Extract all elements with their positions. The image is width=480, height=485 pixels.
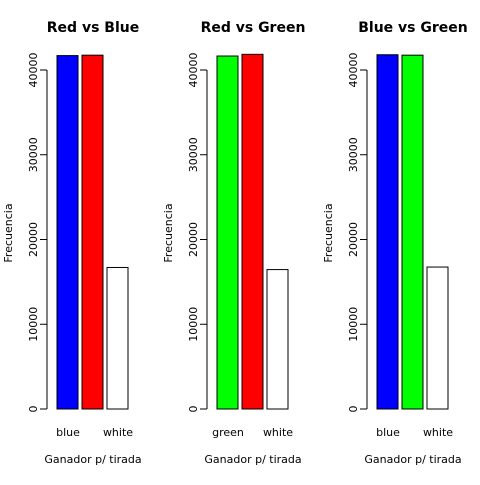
y-axis-label: Frecuencia (2, 203, 15, 262)
x-axis-label: Ganador p/ tirada (364, 453, 461, 466)
x-tick-label-white: white (263, 426, 293, 439)
y-tick-label: 40000 (27, 53, 40, 88)
bar-red (241, 53, 264, 410)
x-axis-label: Ganador p/ tirada (204, 453, 301, 466)
y-tick-label: 0 (347, 406, 360, 413)
chart-panel-1: Red vs Blue 0 10000 20000 30000 40000 Frecuenc… (2, 20, 142, 466)
bar-green (401, 54, 424, 410)
chart-title: Red vs Green (201, 20, 306, 36)
y-tick-label: 10000 (187, 307, 200, 342)
bar-white (106, 266, 129, 410)
y-tick-label: 20000 (187, 222, 200, 257)
y-tick-label: 10000 (27, 307, 40, 342)
x-tick-label-blue: blue (376, 426, 400, 439)
chart-panel-3: Blue vs Green 0 10000 20000 30000 40000 Frecue… (322, 20, 468, 466)
bar-blue (376, 54, 399, 410)
y-axis-label: Frecuencia (322, 203, 335, 262)
x-tick-label-blue: blue (56, 426, 80, 439)
bar-white (426, 266, 449, 410)
y-tick-label: 0 (27, 406, 40, 413)
y-tick-label: 40000 (187, 53, 200, 88)
y-tick-label: 20000 (27, 222, 40, 257)
y-tick-label: 10000 (347, 307, 360, 342)
y-tick-label: 30000 (187, 137, 200, 172)
y-tick-label: 0 (187, 406, 200, 413)
bar-white (266, 269, 289, 410)
x-tick-label-white: white (423, 426, 453, 439)
chart-title: Red vs Blue (47, 20, 139, 36)
x-tick-label-green: green (212, 426, 244, 439)
y-tick-label: 30000 (27, 137, 40, 172)
chart-title: Blue vs Green (358, 20, 468, 36)
y-tick-label: 30000 (347, 137, 360, 172)
y-tick-label: 40000 (347, 53, 360, 88)
x-tick-label-white: white (103, 426, 133, 439)
x-axis-label: Ganador p/ tirada (44, 453, 141, 466)
bar-red (81, 54, 104, 410)
chart-panel-2: Red vs Green 0 10000 20000 30000 40000 Frecuen… (162, 20, 305, 466)
bar-green (216, 55, 239, 410)
bar-blue (56, 55, 79, 410)
y-tick-label: 20000 (347, 222, 360, 257)
y-axis-label: Frecuencia (162, 203, 175, 262)
